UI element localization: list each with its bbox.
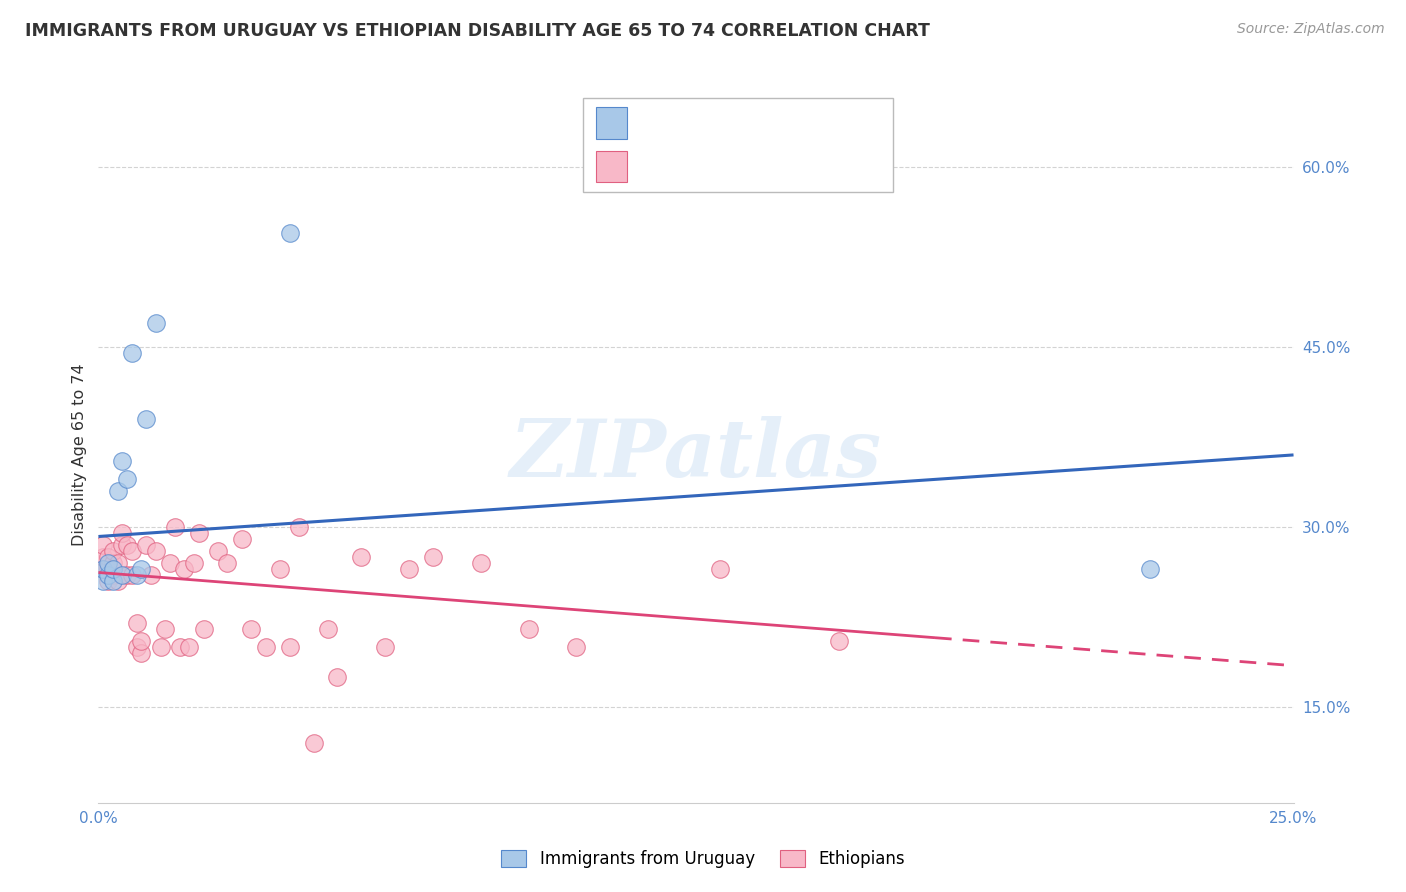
Text: -0.230: -0.230 [692, 158, 756, 176]
Point [97, 562, 120, 576]
Text: Source: ZipAtlas.com: Source: ZipAtlas.com [1237, 22, 1385, 37]
Point [398, 562, 420, 576]
Point [101, 544, 124, 558]
Point [111, 567, 134, 582]
Point [111, 454, 134, 468]
Point [159, 556, 181, 570]
Point [115, 567, 138, 582]
Y-axis label: Disability Age 65 to 74: Disability Age 65 to 74 [72, 364, 87, 546]
Text: R =: R = [640, 114, 669, 132]
Point [91, 562, 114, 576]
Point [288, 520, 311, 534]
Point [131, 646, 153, 660]
Point [115, 538, 138, 552]
Point [145, 316, 167, 330]
Text: R =: R = [640, 158, 669, 176]
Point [302, 736, 325, 750]
Point [316, 622, 339, 636]
Point [240, 622, 263, 636]
Point [135, 412, 157, 426]
Bar [596, 108, 627, 139]
Text: N =: N = [779, 114, 810, 132]
Point [1139, 562, 1161, 576]
Point [125, 567, 148, 582]
Text: N =: N = [779, 158, 810, 176]
Point [173, 562, 195, 576]
Point [97, 567, 120, 582]
Point [149, 640, 172, 654]
Point [207, 544, 229, 558]
Point [107, 556, 129, 570]
Point [91, 549, 114, 564]
Point [269, 562, 291, 576]
Point [187, 525, 209, 540]
Point [101, 567, 124, 582]
Point [121, 567, 143, 582]
Point [97, 574, 120, 588]
Point [107, 483, 129, 498]
Point [139, 567, 162, 582]
Point [169, 640, 191, 654]
Point [828, 633, 851, 648]
Point [91, 538, 114, 552]
Point [254, 640, 277, 654]
Point [278, 640, 301, 654]
Point [470, 556, 492, 570]
Point [115, 472, 138, 486]
Text: ZIPatlas: ZIPatlas [510, 417, 882, 493]
Bar [596, 151, 627, 183]
Point [326, 670, 349, 684]
Point [278, 226, 301, 240]
Point [125, 615, 148, 630]
Point [131, 562, 153, 576]
Point [107, 574, 129, 588]
Point [135, 538, 157, 552]
Text: 17: 17 [825, 114, 849, 132]
Point [422, 549, 444, 564]
Point [97, 556, 120, 570]
Point [121, 544, 143, 558]
Text: 0.129: 0.129 [702, 114, 758, 132]
Point [231, 532, 253, 546]
Point [97, 549, 120, 564]
Point [101, 556, 124, 570]
Point [111, 538, 134, 552]
Point [565, 640, 588, 654]
Point [101, 574, 124, 588]
FancyBboxPatch shape [583, 98, 893, 192]
Point [709, 562, 731, 576]
Point [374, 640, 396, 654]
Text: 54: 54 [825, 158, 849, 176]
Point [125, 640, 148, 654]
Point [101, 562, 124, 576]
Point [350, 549, 373, 564]
Text: IMMIGRANTS FROM URUGUAY VS ETHIOPIAN DISABILITY AGE 65 TO 74 CORRELATION CHART: IMMIGRANTS FROM URUGUAY VS ETHIOPIAN DIS… [25, 22, 931, 40]
Point [183, 556, 205, 570]
Point [217, 556, 239, 570]
Point [145, 544, 167, 558]
Point [111, 525, 134, 540]
Point [193, 622, 215, 636]
Point [517, 622, 540, 636]
Point [91, 562, 114, 576]
Point [155, 622, 177, 636]
Point [91, 574, 114, 588]
Point [121, 346, 143, 360]
Point [179, 640, 201, 654]
Point [163, 520, 186, 534]
Legend: Immigrants from Uruguay, Ethiopians: Immigrants from Uruguay, Ethiopians [495, 843, 911, 875]
Point [131, 633, 153, 648]
